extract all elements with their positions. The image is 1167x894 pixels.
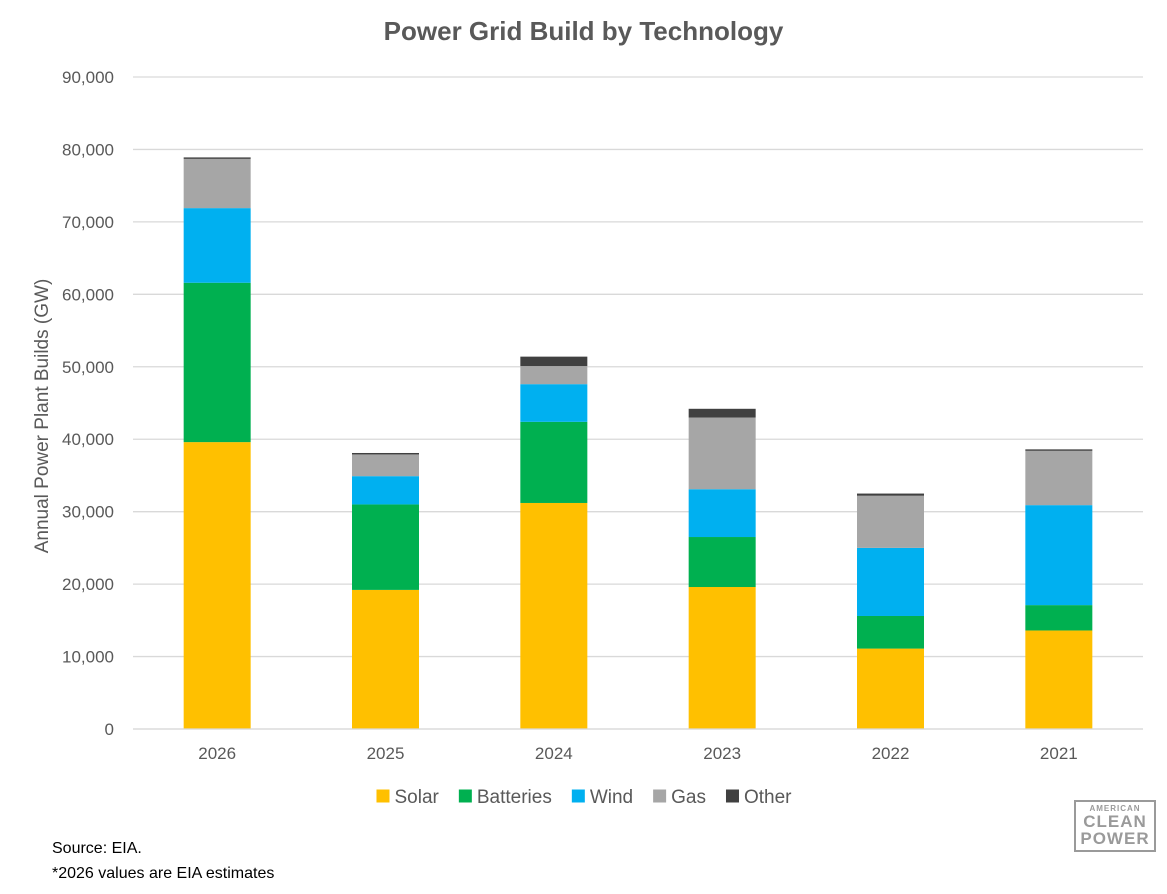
bar-solar-2026: [183, 442, 251, 729]
x-tick-label-2026: 2026: [198, 744, 236, 763]
y-axis-ticks: 0 10,000 20,000 30,000 40,000 50,000 60,000 70,…: [62, 68, 114, 739]
bar-wind-2022: [857, 547, 924, 616]
bar-batteries-2024: [520, 421, 588, 503]
chart-title: Power Grid Build by Technology: [383, 16, 784, 46]
bar-batteries-2023: [688, 537, 756, 588]
x-tick-label-2022: 2022: [872, 744, 910, 763]
chart-area: 0 10,000 20,000 30,000 40,000 50,000 60,000 70,…: [32, 68, 1143, 808]
legend-item-solar: Solar: [376, 787, 440, 808]
x-tick-label-2025: 2025: [367, 744, 405, 763]
bar-other-2021: [1025, 449, 1093, 451]
legend-item-batteries: Batteries: [458, 787, 552, 808]
y-tick-label-20000: 20,000: [62, 575, 114, 594]
y-tick-label-80000: 80,000: [62, 140, 114, 159]
bar-batteries-2025: [352, 504, 419, 590]
legend-label-other: Other: [744, 787, 792, 808]
legend-label-solar: Solar: [394, 787, 439, 808]
y-tick-label-90000: 90,000: [62, 68, 114, 87]
bar-gas-2021: [1025, 450, 1093, 506]
bar-gas-2023: [688, 417, 756, 490]
legend-swatch-gas: [653, 789, 667, 803]
legend-label-gas: Gas: [671, 787, 706, 808]
bar-solar-2021: [1025, 630, 1093, 729]
bar-batteries-2021: [1025, 605, 1093, 631]
source-note: Source: EIA.: [52, 840, 142, 857]
logo-line-2: CLEAN: [1083, 812, 1147, 831]
x-axis-ticks: 2026 2025 2024 2023 2022 2021: [133, 728, 1143, 763]
bar-solar-2024: [520, 502, 588, 729]
bar-other-2023: [688, 408, 756, 418]
bars: [183, 157, 1093, 729]
bar-gas-2024: [520, 366, 588, 385]
footnotes: Source: EIA. *2026 values are EIA estima…: [52, 836, 274, 886]
bar-gas-2026: [183, 158, 251, 209]
bar-wind-2025: [352, 476, 419, 505]
x-tick-label-2024: 2024: [535, 744, 573, 763]
y-tick-label-10000: 10,000: [62, 648, 114, 667]
legend-item-other: Other: [725, 787, 792, 808]
y-tick-label-70000: 70,000: [62, 213, 114, 232]
legend-item-wind: Wind: [571, 787, 633, 808]
y-tick-label-0: 0: [105, 720, 114, 739]
legend-swatch-batteries: [458, 789, 472, 803]
bar-gas-2025: [352, 454, 419, 477]
legend-swatch-wind: [571, 789, 585, 803]
bar-wind-2026: [183, 208, 251, 283]
legend-label-batteries: Batteries: [477, 787, 552, 808]
legend-swatch-other: [725, 789, 739, 803]
legend: Solar Batteries Wind Gas Other: [376, 787, 792, 808]
x-tick-label-2023: 2023: [703, 744, 741, 763]
bar-batteries-2022: [857, 615, 924, 649]
bar-solar-2025: [352, 589, 419, 729]
american-clean-power-logo: AMERICAN CLEAN POWER: [1074, 800, 1156, 852]
y-axis-title: Annual Power Plant Builds (GW): [32, 279, 53, 554]
legend-swatch-solar: [376, 789, 390, 803]
logo-line-3: POWER: [1080, 829, 1150, 848]
y-tick-label-30000: 30,000: [62, 503, 114, 522]
y-tick-label-60000: 60,000: [62, 285, 114, 304]
bar-wind-2024: [520, 384, 588, 422]
bar-solar-2022: [857, 648, 924, 729]
estimate-note: *2026 values are EIA estimates: [52, 865, 275, 882]
bar-other-2025: [352, 452, 419, 455]
bar-wind-2021: [1025, 505, 1093, 606]
y-tick-label-40000: 40,000: [62, 430, 114, 449]
bar-other-2026: [183, 157, 251, 159]
legend-label-wind: Wind: [590, 787, 633, 808]
bar-gas-2022: [857, 495, 924, 548]
bar-batteries-2026: [183, 282, 251, 443]
bar-solar-2023: [688, 587, 756, 729]
gridlines: [133, 76, 1143, 730]
logo-line-1: AMERICAN: [1089, 804, 1141, 813]
bar-other-2022: [857, 493, 924, 496]
bar-wind-2023: [688, 489, 756, 538]
legend-item-gas: Gas: [653, 787, 706, 808]
bar-other-2024: [520, 356, 588, 367]
x-tick-label-2021: 2021: [1040, 744, 1078, 763]
y-tick-label-50000: 50,000: [62, 358, 114, 377]
